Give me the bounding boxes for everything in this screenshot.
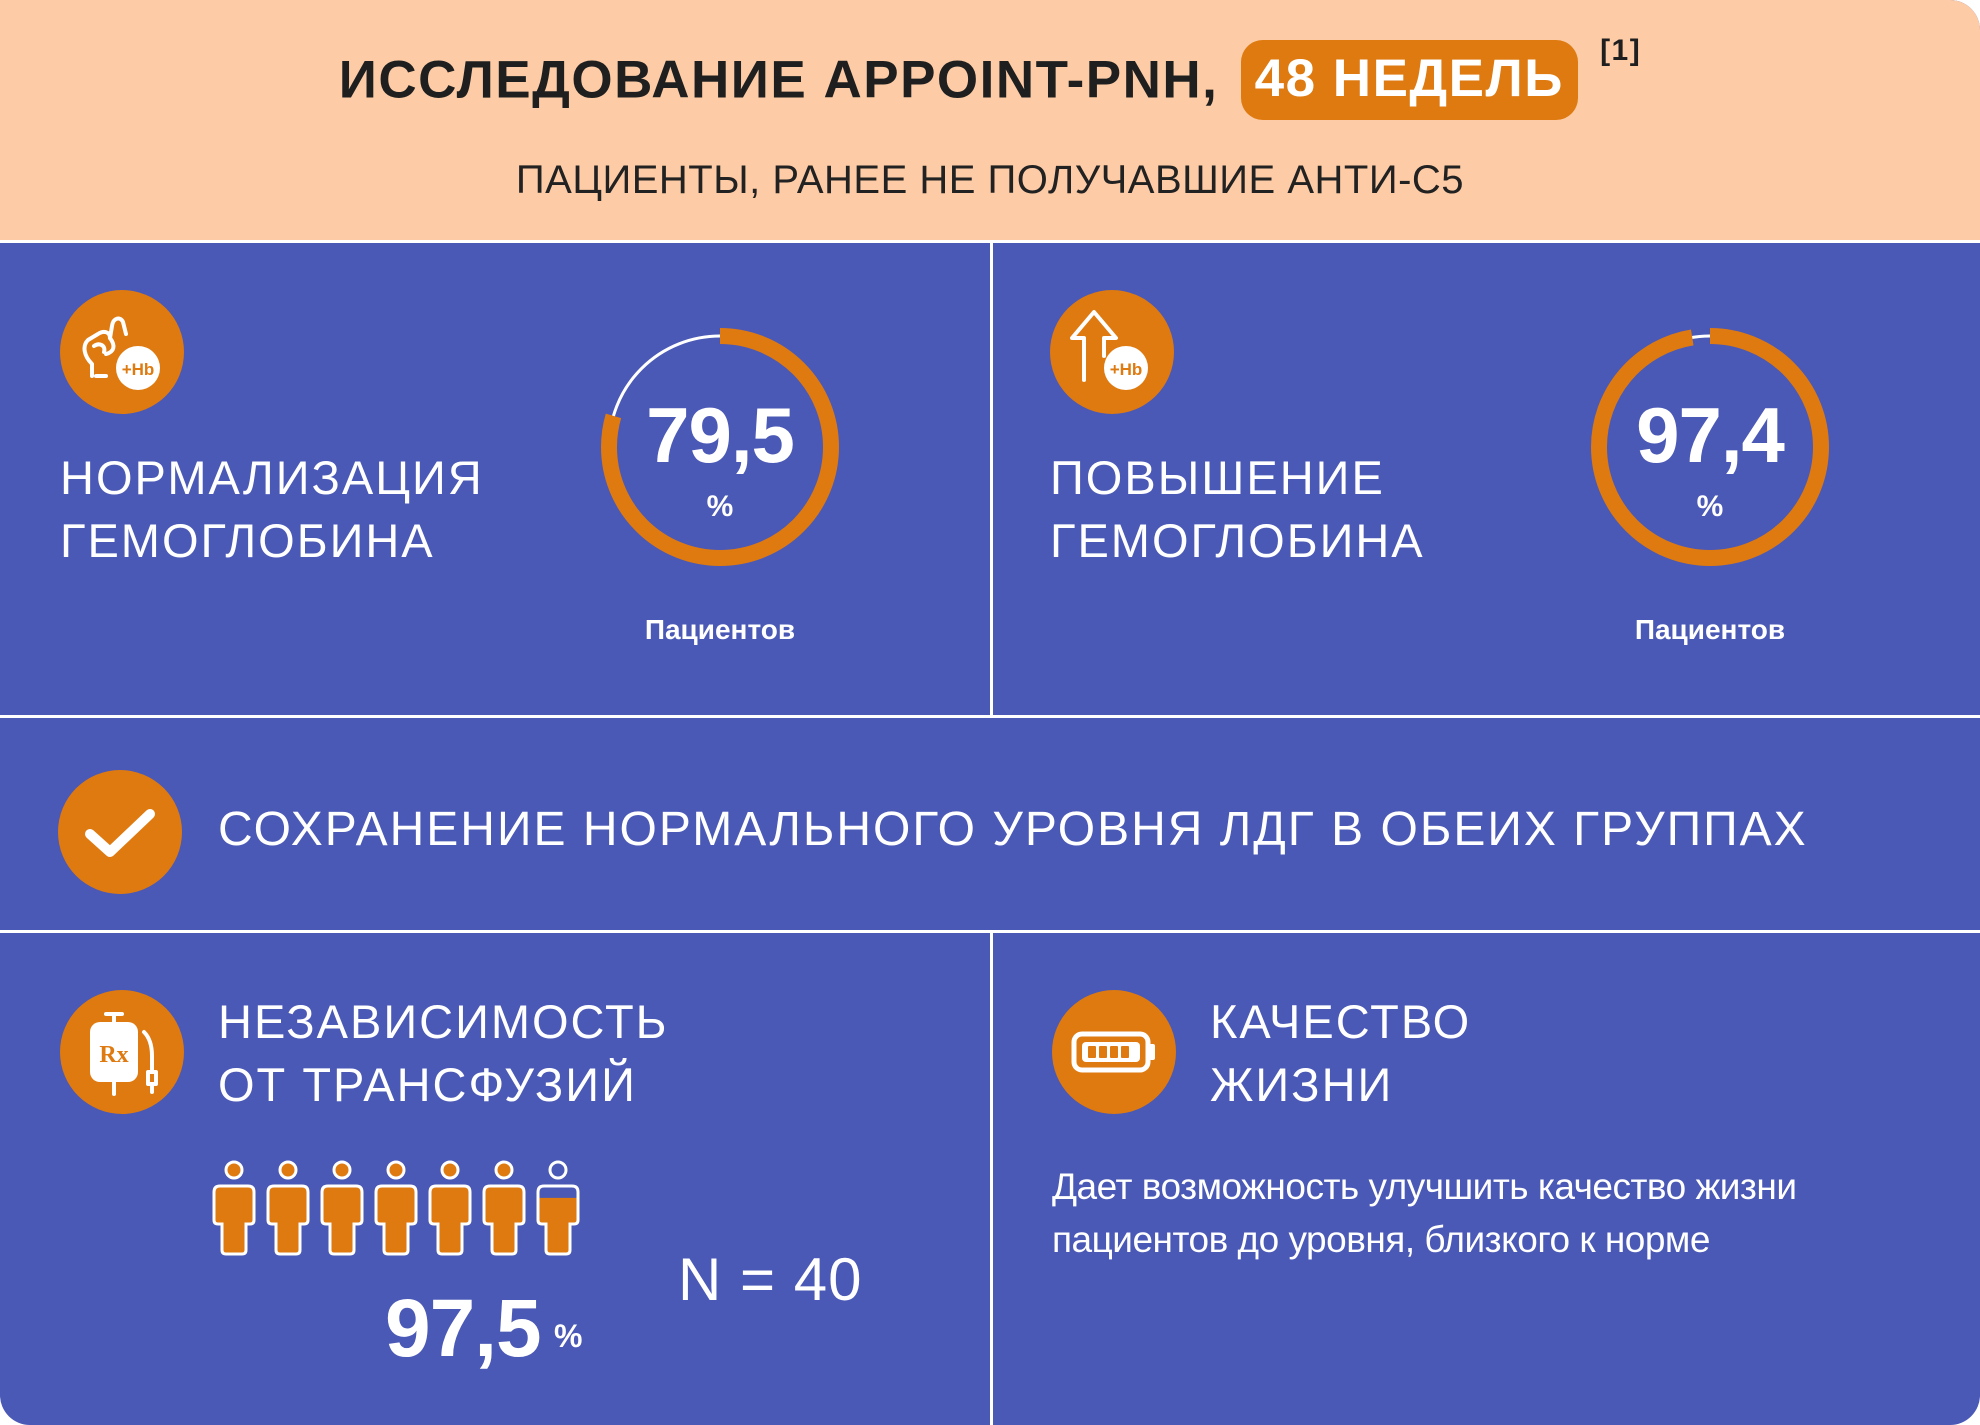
increase-unit: % — [1696, 490, 1724, 523]
increase-ring: 97,4 % Пациентов — [1585, 322, 1835, 645]
iv-bag-rx-icon: Rx — [60, 990, 184, 1114]
ok-hand-hb-icon: +Hb — [60, 290, 184, 414]
label-line: КАЧЕСТВО — [1210, 995, 1472, 1048]
person-icon — [428, 1160, 472, 1256]
transfusion-unit: % — [554, 1318, 583, 1354]
person-icon — [482, 1160, 526, 1256]
header: ИССЛЕДОВАНИЕ APPOINT-PNH, 48 НЕДЕЛЬ [1] … — [0, 0, 1980, 240]
normalization-caption: Пациентов — [644, 614, 796, 645]
icon-badge: +Hb — [1110, 360, 1143, 379]
battery-icon — [1052, 990, 1176, 1114]
divider — [990, 240, 993, 715]
divider — [0, 715, 1980, 718]
ldh-statement: СОХРАНЕНИЕ НОРМАЛЬНОГО УРОВНЯ ЛДГ В ОБЕИ… — [218, 803, 1808, 856]
label-line: ПОВЫШЕНИЕ — [1050, 451, 1385, 504]
label-line: ОТ ТРАНСФУЗИЙ — [218, 1058, 637, 1111]
increase-label: ПОВЫШЕНИЕ ГЕМОГЛОБИНА — [1050, 446, 1425, 572]
arrow-up-hb-icon: +Hb — [1050, 290, 1174, 414]
page-title: ИССЛЕДОВАНИЕ APPOINT-PNH, 48 НЕДЕЛЬ [1] — [0, 34, 1980, 124]
label-line: НЕЗАВИСИМОСТЬ — [218, 995, 669, 1048]
progress-arc — [1591, 328, 1829, 566]
normalization-value: 79,5 — [646, 391, 795, 479]
increase-caption: Пациентов — [1634, 614, 1786, 645]
title-reference: [1] — [1600, 34, 1642, 67]
person-icon — [536, 1160, 580, 1256]
title-duration-badge: 48 НЕДЕЛЬ — [1240, 40, 1578, 120]
person-icon — [266, 1160, 310, 1256]
progress-arc — [601, 328, 839, 566]
icon-badge: +Hb — [122, 360, 155, 379]
checkmark-icon — [58, 770, 182, 894]
label-line: ЖИЗНИ — [1210, 1058, 1394, 1111]
divider — [990, 930, 993, 1425]
label-line: ГЕМОГЛОБИНА — [60, 514, 435, 567]
transfusion-value: 97,5 — [385, 1283, 542, 1374]
label-line: ГЕМОГЛОБИНА — [1050, 514, 1425, 567]
person-icon — [374, 1160, 418, 1256]
normalization-ring: 79,5 % Пациентов — [595, 322, 845, 645]
title-main: ИССЛЕДОВАНИЕ APPOINT-PNH, — [338, 50, 1219, 110]
page-subtitle: ПАЦИЕНТЫ, РАНЕЕ НЕ ПОЛУЧАВШИЕ АНТИ-С5 — [515, 158, 1465, 202]
label-line: НОРМАЛИЗАЦИЯ — [60, 451, 484, 504]
quality-label: КАЧЕСТВО ЖИЗНИ — [1210, 990, 1471, 1116]
icon-badge: Rx — [99, 1042, 128, 1068]
person-icon — [320, 1160, 364, 1256]
sample-size: N = 40 — [678, 1246, 863, 1313]
transfusion-label: НЕЗАВИСИМОСТЬ ОТ ТРАНСФУЗИЙ — [218, 990, 669, 1116]
quality-description: Дает возможность улучшить качество жизни… — [1052, 1166, 1797, 1260]
increase-value: 97,4 — [1636, 391, 1785, 479]
normalization-unit: % — [706, 490, 734, 523]
person-icon — [212, 1160, 256, 1256]
normalization-label: НОРМАЛИЗАЦИЯ ГЕМОГЛОБИНА — [60, 446, 484, 572]
